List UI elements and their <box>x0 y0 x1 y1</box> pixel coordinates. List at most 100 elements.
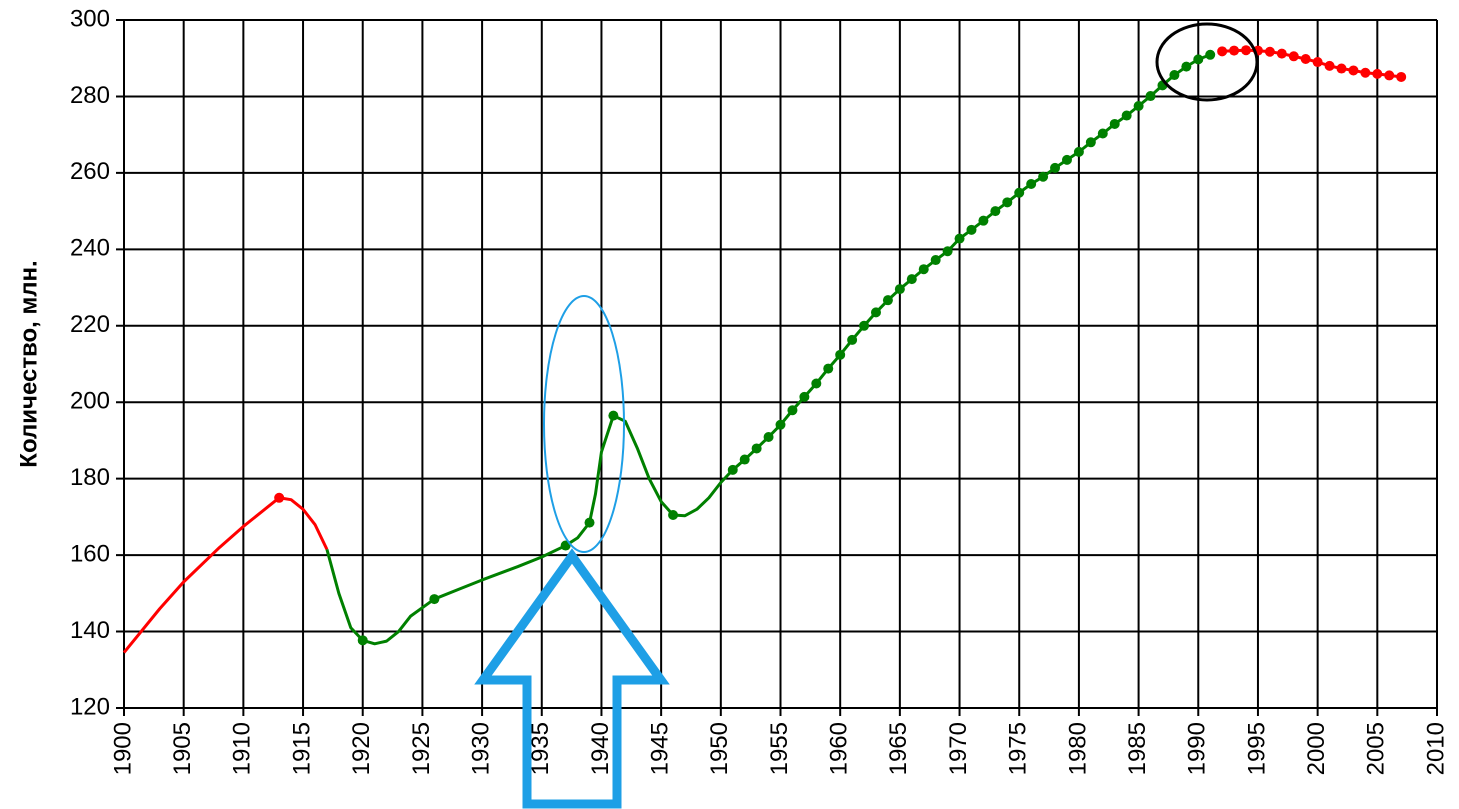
point <box>1372 68 1383 79</box>
point <box>668 509 679 520</box>
point <box>763 432 774 443</box>
point <box>1121 110 1132 121</box>
x-tick-label: 1915 <box>288 722 315 775</box>
point <box>1193 54 1204 65</box>
point <box>1050 162 1061 173</box>
point <box>1312 57 1323 68</box>
point <box>954 233 965 244</box>
point <box>811 378 822 389</box>
point <box>1061 154 1072 165</box>
y-tick-label: 220 <box>70 311 110 338</box>
point <box>966 224 977 235</box>
point <box>990 206 1001 217</box>
x-tick-label: 1970 <box>945 722 972 775</box>
x-tick-label: 1980 <box>1064 722 1091 775</box>
x-tick-label: 1935 <box>527 722 554 775</box>
point <box>835 349 846 360</box>
point <box>942 246 953 257</box>
point <box>906 274 917 285</box>
y-tick-label: 180 <box>70 464 110 491</box>
point <box>1384 70 1395 81</box>
point <box>1109 118 1120 129</box>
point <box>918 264 929 275</box>
point <box>1002 197 1013 208</box>
x-tick-label: 1900 <box>109 722 136 775</box>
y-tick-label: 300 <box>70 5 110 32</box>
point <box>930 255 941 266</box>
point <box>1169 70 1180 81</box>
point <box>1145 91 1156 102</box>
point <box>859 320 870 331</box>
line <box>1222 48 1402 79</box>
x-tick-label: 1965 <box>885 722 912 775</box>
x-tick-label: 2010 <box>1422 722 1449 775</box>
y-tick-label: 120 <box>70 693 110 720</box>
point <box>429 594 440 605</box>
point <box>1133 101 1144 111</box>
x-tick-label: 1975 <box>1005 722 1032 775</box>
point <box>1038 171 1049 182</box>
point <box>274 492 285 503</box>
point <box>882 295 893 306</box>
point <box>584 517 595 528</box>
point <box>1348 65 1359 76</box>
x-tick-label: 1950 <box>706 722 733 775</box>
point <box>978 215 989 226</box>
x-tick-label: 1920 <box>348 722 375 775</box>
point <box>1264 46 1275 57</box>
point <box>1324 60 1335 71</box>
point <box>1181 61 1192 72</box>
line <box>122 496 329 654</box>
x-tick-label: 1985 <box>1124 722 1151 775</box>
point <box>1229 45 1240 56</box>
x-tick-label: 1925 <box>408 722 435 775</box>
x-tick-label: 1995 <box>1243 722 1270 775</box>
point <box>1336 63 1347 74</box>
x-tick-label: 1945 <box>646 722 673 775</box>
point <box>847 334 858 345</box>
highlight-ellipse <box>1155 22 1259 102</box>
point <box>1276 48 1287 59</box>
point <box>1396 71 1407 82</box>
x-tick-label: 1905 <box>169 722 196 775</box>
x-tick-label: 1990 <box>1184 722 1211 775</box>
point <box>1360 67 1371 78</box>
y-tick-label: 200 <box>70 388 110 415</box>
point <box>1288 51 1299 62</box>
x-tick-label: 1955 <box>766 722 793 775</box>
y-axis-label: Количество, млн. <box>15 260 42 467</box>
highlight-ellipse <box>543 295 625 553</box>
point <box>1026 178 1037 189</box>
plot-area: 120 140 160 180 200 220 240 260 280 300 1900 1905 19… <box>70 5 1449 775</box>
x-tick-label: 1960 <box>826 722 853 775</box>
y-tick-label: 280 <box>70 82 110 109</box>
point <box>1085 137 1096 148</box>
point <box>870 307 881 318</box>
point <box>894 284 905 295</box>
point <box>1205 49 1216 60</box>
x-tick-label: 2000 <box>1303 722 1330 775</box>
point <box>1097 128 1108 139</box>
point <box>775 419 786 430</box>
y-tick-label: 260 <box>70 158 110 185</box>
point <box>1073 146 1084 157</box>
point <box>1014 187 1025 198</box>
y-tick-label: 160 <box>70 540 110 567</box>
x-tick-label: 1940 <box>587 722 614 775</box>
point <box>799 391 810 402</box>
point <box>739 454 750 465</box>
point <box>1217 46 1228 57</box>
point <box>357 635 368 646</box>
x-tick-label: 1910 <box>229 722 256 775</box>
x-tick-label: 2005 <box>1363 722 1390 775</box>
y-tick-label: 240 <box>70 235 110 262</box>
point <box>787 405 798 416</box>
y-tick-label: 140 <box>70 617 110 644</box>
point <box>1241 45 1252 56</box>
x-tick-label: 1930 <box>467 722 494 775</box>
point <box>608 410 619 421</box>
point <box>823 363 834 374</box>
point <box>1300 53 1311 64</box>
point <box>751 443 762 454</box>
